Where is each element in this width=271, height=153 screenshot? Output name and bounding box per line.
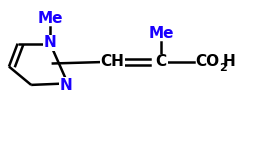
Text: N: N: [60, 78, 73, 93]
Text: CO: CO: [195, 54, 219, 69]
Text: N: N: [44, 35, 57, 50]
Text: CH: CH: [101, 54, 124, 69]
Text: 2: 2: [219, 63, 227, 73]
Text: C: C: [156, 54, 167, 69]
Text: Me: Me: [149, 26, 174, 41]
Text: H: H: [223, 54, 235, 69]
Text: Me: Me: [37, 11, 63, 26]
